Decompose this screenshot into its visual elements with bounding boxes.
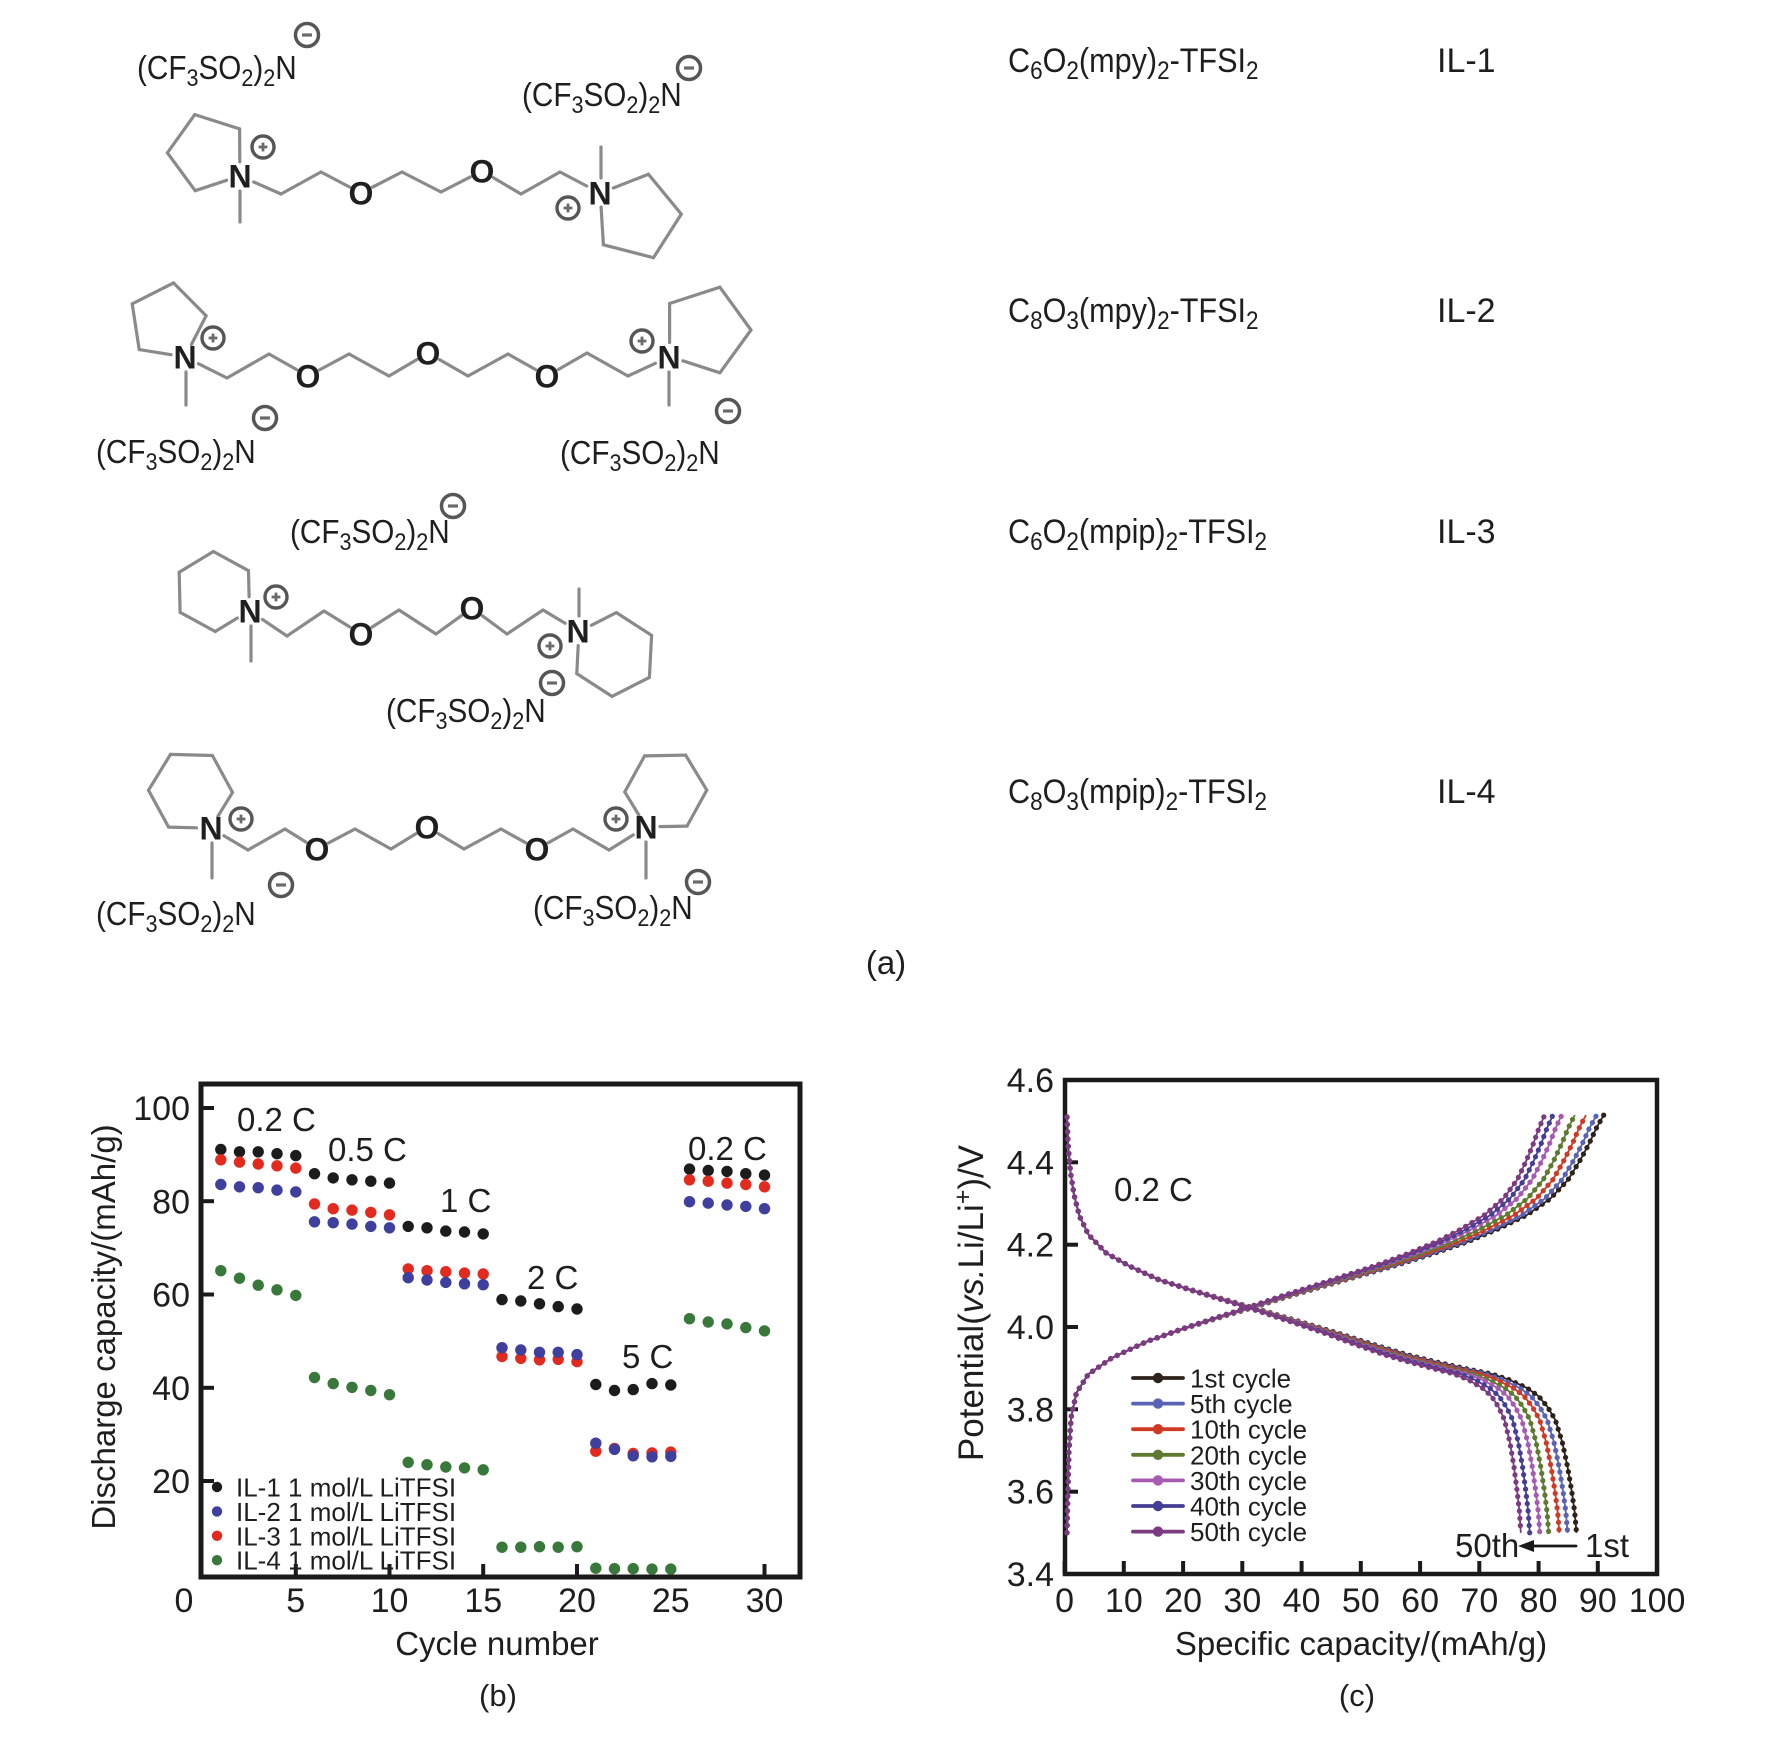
svg-text:O: O [296,359,321,395]
svg-text:C8O3(mpy)2-TFSI2: C8O3(mpy)2-TFSI2 [1008,292,1259,336]
svg-text:N: N [566,614,589,650]
svg-text:10: 10 [1105,1582,1143,1620]
svg-text:N: N [228,159,251,195]
svg-text:IL-3: IL-3 [1437,513,1496,551]
svg-text:4.0: 4.0 [1007,1309,1054,1347]
svg-text:5 C: 5 C [622,1338,673,1375]
svg-text:N: N [657,340,680,376]
svg-text:1 C: 1 C [440,1182,491,1219]
svg-text:O: O [525,832,550,868]
svg-text:20: 20 [152,1463,190,1501]
svg-text:N: N [199,811,222,847]
svg-text:(a): (a) [866,944,906,981]
svg-text:4.4: 4.4 [1007,1144,1054,1182]
svg-text:4.6: 4.6 [1007,1062,1054,1100]
svg-text:C6O2(mpy)2-TFSI2: C6O2(mpy)2-TFSI2 [1008,42,1259,86]
svg-text:50th cycle: 50th cycle [1190,1517,1307,1547]
svg-text:3.8: 3.8 [1007,1391,1054,1429]
svg-text:3.4: 3.4 [1007,1556,1054,1594]
svg-text:O: O [415,810,440,846]
svg-text:0.2 C: 0.2 C [237,1101,316,1138]
svg-text:50: 50 [1342,1582,1380,1620]
svg-text:O: O [535,359,560,395]
svg-text:N: N [238,594,261,630]
svg-text:N: N [588,176,611,212]
svg-text:100: 100 [133,1090,190,1128]
svg-text:40: 40 [152,1370,190,1408]
svg-text:N: N [173,340,196,376]
svg-text:2 C: 2 C [527,1259,578,1296]
svg-text:80: 80 [1520,1582,1558,1620]
svg-text:Specific capacity/(mAh/g): Specific capacity/(mAh/g) [1175,1625,1547,1662]
svg-text:O: O [470,154,495,190]
svg-text:0.2 C: 0.2 C [1114,1171,1193,1208]
svg-text:IL-4 1 mol/L LiTFSI: IL-4 1 mol/L LiTFSI [236,1546,456,1576]
svg-text:0: 0 [175,1582,194,1620]
svg-text:(c): (c) [1339,1678,1375,1713]
svg-text:0.2 C: 0.2 C [688,1130,767,1167]
svg-text:25: 25 [652,1582,690,1620]
svg-text:50th: 50th [1455,1527,1519,1564]
svg-text:30: 30 [1223,1582,1261,1620]
svg-text:90: 90 [1579,1582,1617,1620]
svg-text:Discharge capacity/(mAh/g): Discharge capacity/(mAh/g) [85,1124,122,1529]
svg-text:100: 100 [1629,1582,1686,1620]
svg-text:40: 40 [1283,1582,1321,1620]
svg-text:4.2: 4.2 [1007,1227,1054,1265]
svg-text:O: O [305,832,330,868]
svg-text:15: 15 [464,1582,502,1620]
svg-text:IL-1: IL-1 [1437,42,1496,80]
svg-text:20: 20 [1164,1582,1202,1620]
svg-text:O: O [460,591,485,627]
svg-text:C8O3(mpip)2-TFSI2: C8O3(mpip)2-TFSI2 [1008,773,1267,817]
svg-text:5: 5 [286,1582,305,1620]
svg-text:0: 0 [1055,1582,1074,1620]
svg-text:70: 70 [1460,1582,1498,1620]
svg-text:O: O [349,176,374,212]
svg-text:C6O2(mpip)2-TFSI2: C6O2(mpip)2-TFSI2 [1008,513,1267,557]
svg-text:N: N [634,810,657,846]
svg-text:10: 10 [371,1582,409,1620]
svg-text:(b): (b) [479,1678,517,1713]
svg-text:0.5 C: 0.5 C [328,1131,407,1168]
svg-text:IL-2: IL-2 [1437,292,1496,330]
svg-text:60: 60 [1401,1582,1439,1620]
svg-text:O: O [349,617,374,653]
svg-text:3.6: 3.6 [1007,1474,1054,1512]
svg-text:20: 20 [558,1582,596,1620]
svg-text:30: 30 [746,1582,784,1620]
svg-text:Cycle number: Cycle number [395,1625,599,1662]
svg-text:O: O [416,336,441,372]
svg-text:IL-4: IL-4 [1437,773,1496,811]
svg-text:1st: 1st [1585,1527,1629,1564]
svg-text:60: 60 [152,1277,190,1315]
svg-text:80: 80 [152,1183,190,1221]
